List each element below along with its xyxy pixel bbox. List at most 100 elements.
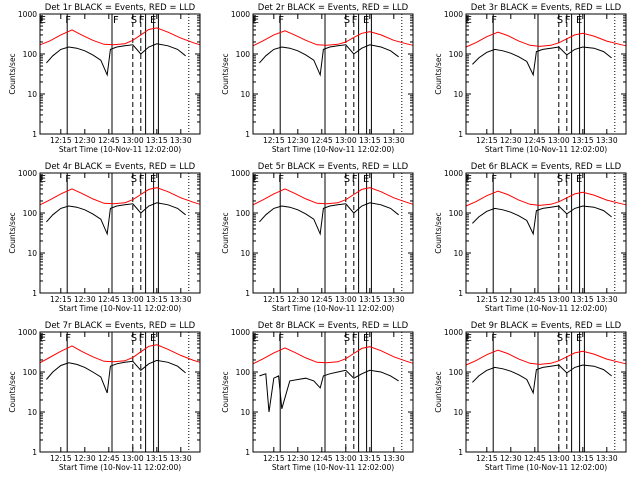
panel-4r: Det 4r BLACK = Events, RED = LLDEFSFE110… bbox=[8, 162, 201, 313]
x-tick-label: 12:15 bbox=[50, 454, 72, 463]
x-axis-label: Start Time (10-Nov-11 12:02:00) bbox=[485, 463, 607, 472]
y-tick-label: 10 bbox=[240, 249, 250, 258]
x-tick-label: 13:15 bbox=[359, 136, 381, 145]
y-tick-label: 100 bbox=[449, 368, 464, 377]
y-tick-label: 10 bbox=[453, 90, 463, 99]
y-axis-label: Counts/sec bbox=[434, 371, 443, 412]
chart-title: Det 6r BLACK = Events, RED = LLD bbox=[471, 162, 622, 172]
x-tick-label: 13:00 bbox=[335, 454, 357, 463]
x-axis-label: Start Time (10-Nov-11 12:02:00) bbox=[59, 304, 181, 313]
x-tick-label: 12:30 bbox=[74, 136, 96, 145]
x-tick-label: 12:30 bbox=[74, 295, 96, 304]
events-series-line bbox=[259, 369, 399, 413]
y-axis-label: Counts/sec bbox=[221, 212, 230, 253]
y-axis-label: Counts/sec bbox=[8, 212, 17, 253]
x-axis-label: Start Time (10-Nov-11 12:02:00) bbox=[485, 304, 607, 313]
y-axis-label: Counts/sec bbox=[8, 53, 17, 94]
x-tick-label: 12:30 bbox=[500, 454, 522, 463]
x-tick-label: 13:15 bbox=[359, 454, 381, 463]
y-tick-label: 1000 bbox=[18, 10, 37, 19]
y-tick-label: 1000 bbox=[444, 10, 463, 19]
x-tick-label: 12:30 bbox=[287, 295, 309, 304]
events-series-line bbox=[46, 202, 186, 236]
x-axis-label: Start Time (10-Nov-11 12:02:00) bbox=[272, 304, 394, 313]
phase-marker-F: F bbox=[491, 333, 497, 344]
phase-marker-S: S bbox=[131, 174, 137, 185]
y-axis-label: Counts/sec bbox=[221, 53, 230, 94]
phase-marker-F: F bbox=[139, 15, 145, 26]
plot-frame bbox=[252, 13, 414, 135]
phase-marker-F: F bbox=[278, 15, 284, 26]
y-axis-label: Counts/sec bbox=[221, 371, 230, 412]
panel-3r: Det 3r BLACK = Events, RED = LLDEFSFE110… bbox=[434, 3, 627, 154]
phase-marker-F: F bbox=[565, 174, 571, 185]
x-tick-label: 12:45 bbox=[524, 454, 546, 463]
y-tick-label: 100 bbox=[449, 50, 464, 59]
y-tick-label: 10 bbox=[27, 408, 37, 417]
panel-7r: Det 7r BLACK = Events, RED = LLDEFSFE110… bbox=[8, 321, 201, 472]
chart-title: Det 1r BLACK = Events, RED = LLD bbox=[45, 3, 196, 13]
x-tick-label: 12:15 bbox=[476, 295, 498, 304]
x-tick-label: 12:30 bbox=[287, 454, 309, 463]
y-tick-label: 1 bbox=[458, 130, 463, 139]
lld-series-line bbox=[252, 346, 414, 365]
x-tick-label: 13:15 bbox=[146, 136, 168, 145]
y-tick-label: 1 bbox=[458, 448, 463, 457]
x-tick-label: 12:30 bbox=[500, 295, 522, 304]
x-tick-label: 12:15 bbox=[476, 136, 498, 145]
y-tick-label: 1 bbox=[245, 289, 250, 298]
lld-series-line bbox=[39, 27, 201, 46]
x-axis-label: Start Time (10-Nov-11 12:02:00) bbox=[59, 463, 181, 472]
y-tick-label: 10 bbox=[27, 90, 37, 99]
x-tick-label: 12:45 bbox=[311, 454, 333, 463]
y-tick-label: 1 bbox=[458, 289, 463, 298]
x-tick-label: 12:30 bbox=[287, 136, 309, 145]
phase-marker-F: F bbox=[65, 174, 71, 185]
y-tick-label: 1000 bbox=[18, 169, 37, 178]
y-tick-label: 100 bbox=[23, 209, 38, 218]
phase-marker-F: F bbox=[352, 333, 358, 344]
x-tick-label: 13:15 bbox=[146, 454, 168, 463]
phase-marker-F: F bbox=[491, 15, 497, 26]
y-tick-label: 100 bbox=[236, 50, 251, 59]
x-tick-label: 13:00 bbox=[122, 454, 144, 463]
phase-marker-F: F bbox=[65, 333, 71, 344]
x-tick-label: 12:15 bbox=[50, 295, 72, 304]
x-tick-label: 12:30 bbox=[74, 454, 96, 463]
x-tick-label: 13:30 bbox=[383, 295, 405, 304]
x-tick-label: 13:00 bbox=[122, 136, 144, 145]
lld-series-line bbox=[465, 190, 627, 207]
y-tick-label: 100 bbox=[236, 209, 251, 218]
plot-frame bbox=[39, 172, 201, 294]
y-tick-label: 1 bbox=[32, 448, 37, 457]
phase-marker-F: F bbox=[565, 15, 571, 26]
y-tick-label: 1000 bbox=[231, 169, 250, 178]
y-tick-label: 1000 bbox=[444, 328, 463, 337]
x-tick-label: 13:30 bbox=[596, 295, 618, 304]
phase-marker-F: F bbox=[65, 15, 71, 26]
x-tick-label: 13:15 bbox=[572, 136, 594, 145]
panel-8r: Det 8r BLACK = Events, RED = LLDEFSFE110… bbox=[221, 321, 414, 472]
x-axis-label: Start Time (10-Nov-11 12:02:00) bbox=[272, 145, 394, 154]
x-tick-label: 13:30 bbox=[170, 295, 192, 304]
phase-marker-F: F bbox=[139, 174, 145, 185]
plot-frame bbox=[465, 172, 627, 294]
chart-title: Det 2r BLACK = Events, RED = LLD bbox=[258, 3, 409, 13]
x-tick-label: 12:45 bbox=[311, 136, 333, 145]
panel-6r: Det 6r BLACK = Events, RED = LLDEFSFE110… bbox=[434, 162, 627, 313]
x-tick-label: 13:15 bbox=[359, 295, 381, 304]
y-tick-label: 1 bbox=[32, 289, 37, 298]
x-tick-label: 13:00 bbox=[335, 295, 357, 304]
y-tick-label: 10 bbox=[27, 249, 37, 258]
x-tick-label: 12:45 bbox=[98, 136, 120, 145]
x-tick-label: 13:15 bbox=[146, 295, 168, 304]
x-tick-label: 13:00 bbox=[548, 295, 570, 304]
plot-frame bbox=[39, 331, 201, 453]
plot-frame bbox=[252, 172, 414, 294]
panel-5r: Det 5r BLACK = Events, RED = LLDEFSFE110… bbox=[221, 162, 414, 313]
x-tick-label: 13:30 bbox=[596, 454, 618, 463]
chart-title: Det 5r BLACK = Events, RED = LLD bbox=[258, 162, 409, 172]
events-series-line bbox=[472, 364, 612, 395]
events-series-line bbox=[259, 202, 399, 236]
lld-series-line bbox=[39, 187, 201, 206]
